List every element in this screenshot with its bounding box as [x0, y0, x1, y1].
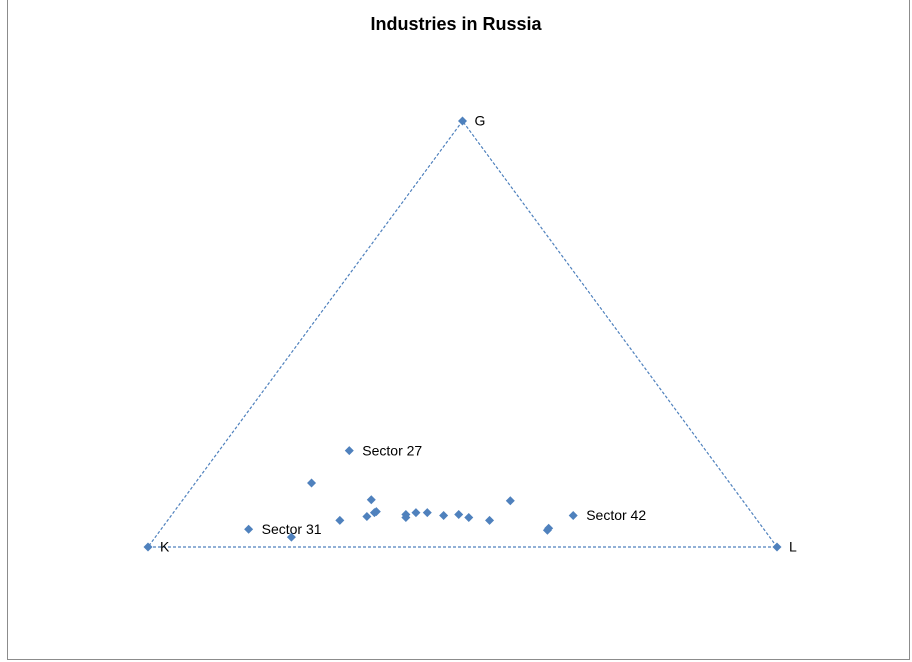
data-point[interactable]	[401, 512, 411, 522]
vertex-marker[interactable]	[143, 542, 153, 552]
triangle-edge	[147, 120, 463, 548]
data-point[interactable]	[307, 478, 317, 488]
vertex-label: K	[160, 539, 170, 555]
data-point[interactable]	[568, 511, 578, 521]
chart-area	[7, 0, 910, 660]
point-label: Sector 27	[362, 442, 422, 458]
data-point[interactable]	[454, 510, 464, 520]
data-point[interactable]	[286, 532, 296, 542]
data-point[interactable]	[422, 508, 432, 518]
data-point[interactable]	[335, 515, 345, 525]
point-label: Sector 31	[262, 521, 322, 537]
triangle-edge	[462, 120, 778, 548]
vertex-label: G	[475, 113, 486, 129]
data-point[interactable]	[366, 495, 376, 505]
data-point[interactable]	[485, 515, 495, 525]
vertex-marker[interactable]	[772, 542, 782, 552]
data-point[interactable]	[411, 508, 421, 518]
data-point[interactable]	[464, 512, 474, 522]
data-point[interactable]	[439, 511, 449, 521]
data-point[interactable]	[244, 524, 254, 534]
point-label: Sector 42	[586, 507, 646, 523]
vertex-marker[interactable]	[458, 116, 467, 126]
chart-title: Industries in Russia	[370, 14, 542, 34]
data-point[interactable]	[362, 512, 372, 522]
data-point[interactable]	[344, 446, 354, 456]
data-point[interactable]	[542, 525, 552, 535]
data-point[interactable]	[371, 507, 381, 517]
data-point[interactable]	[505, 496, 515, 506]
vertex-label: L	[789, 539, 797, 555]
